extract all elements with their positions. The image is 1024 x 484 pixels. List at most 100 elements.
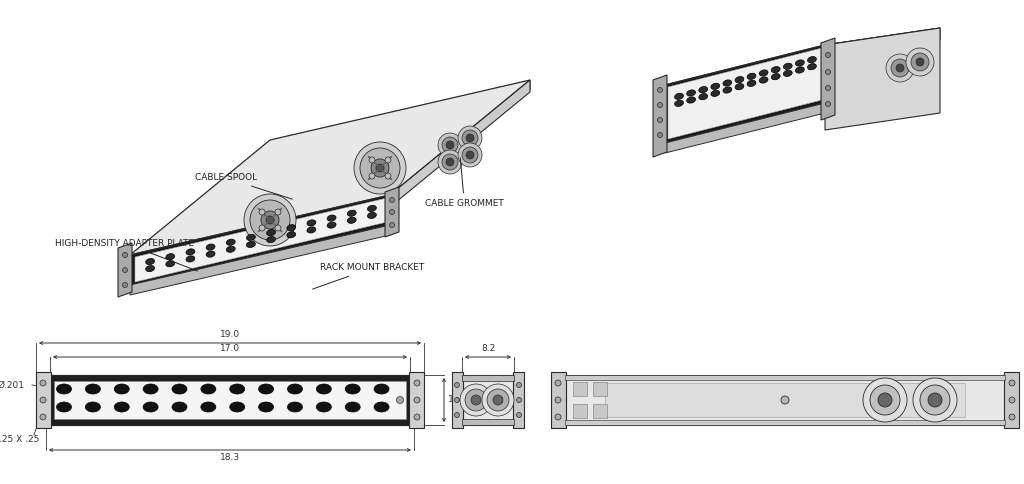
Circle shape [385, 157, 391, 163]
Text: HIGH-DENSITY ADAPTER PLATE: HIGH-DENSITY ADAPTER PLATE [55, 239, 198, 271]
Ellipse shape [166, 261, 175, 267]
Bar [565, 375, 1005, 425]
Circle shape [446, 141, 454, 149]
Ellipse shape [345, 384, 360, 394]
Circle shape [414, 397, 420, 403]
Circle shape [516, 382, 521, 388]
Circle shape [123, 253, 128, 257]
Ellipse shape [115, 384, 129, 394]
Circle shape [455, 397, 460, 403]
Bar [551, 372, 566, 428]
Text: 8.2: 8.2 [481, 344, 496, 353]
Ellipse shape [759, 70, 768, 76]
Circle shape [275, 209, 281, 215]
Ellipse shape [771, 74, 780, 80]
Circle shape [275, 225, 281, 231]
Ellipse shape [748, 73, 756, 79]
Ellipse shape [145, 258, 155, 265]
Circle shape [920, 385, 950, 415]
Polygon shape [668, 48, 822, 139]
Polygon shape [821, 38, 835, 120]
Circle shape [781, 396, 790, 404]
Ellipse shape [229, 402, 245, 412]
Circle shape [896, 64, 904, 72]
Circle shape [891, 59, 909, 77]
Ellipse shape [723, 87, 732, 93]
Ellipse shape [166, 254, 175, 260]
Text: 17.0: 17.0 [220, 344, 240, 353]
Circle shape [657, 103, 663, 107]
Polygon shape [130, 225, 390, 295]
Ellipse shape [698, 87, 708, 93]
Circle shape [825, 86, 830, 91]
Ellipse shape [675, 100, 683, 106]
Ellipse shape [186, 256, 195, 262]
Text: CABLE SPOOL: CABLE SPOOL [195, 173, 293, 199]
Circle shape [455, 382, 460, 388]
Circle shape [555, 380, 561, 386]
Circle shape [462, 130, 478, 146]
Bar [54, 381, 406, 419]
Circle shape [396, 396, 403, 404]
Circle shape [466, 134, 474, 142]
Text: Ø.201: Ø.201 [0, 380, 25, 390]
Circle shape [438, 150, 462, 174]
Ellipse shape [259, 402, 273, 412]
Text: 18.3: 18.3 [220, 453, 240, 462]
Circle shape [259, 225, 265, 231]
Circle shape [657, 118, 663, 122]
Circle shape [916, 58, 924, 66]
Ellipse shape [145, 266, 155, 272]
Bar [565, 375, 1005, 380]
Polygon shape [390, 80, 530, 207]
Circle shape [442, 137, 458, 153]
Ellipse shape [735, 76, 743, 83]
Circle shape [913, 378, 957, 422]
Bar [565, 420, 1005, 425]
Bar [593, 404, 607, 418]
Circle shape [1009, 414, 1015, 420]
Ellipse shape [316, 402, 332, 412]
Circle shape [1009, 380, 1015, 386]
Ellipse shape [115, 402, 129, 412]
Ellipse shape [783, 63, 793, 70]
Circle shape [438, 133, 462, 157]
Polygon shape [130, 80, 530, 255]
Circle shape [911, 53, 929, 71]
Polygon shape [665, 28, 940, 85]
Ellipse shape [808, 57, 816, 63]
Circle shape [516, 412, 521, 418]
Ellipse shape [85, 402, 100, 412]
Ellipse shape [675, 93, 683, 99]
Circle shape [878, 393, 892, 407]
Text: 1.74: 1.74 [449, 395, 468, 405]
Circle shape [516, 397, 521, 403]
Ellipse shape [748, 80, 756, 87]
Polygon shape [665, 45, 825, 143]
Circle shape [886, 54, 914, 82]
Circle shape [460, 384, 492, 416]
Circle shape [385, 173, 391, 179]
Ellipse shape [796, 67, 804, 73]
Ellipse shape [307, 220, 315, 226]
Circle shape [1009, 397, 1015, 403]
Circle shape [123, 268, 128, 272]
Bar [409, 372, 424, 428]
Ellipse shape [327, 215, 336, 221]
Bar [593, 382, 607, 396]
Circle shape [360, 148, 400, 188]
Circle shape [462, 147, 478, 163]
Ellipse shape [368, 212, 377, 218]
Ellipse shape [266, 237, 275, 242]
Ellipse shape [186, 249, 195, 255]
Bar [605, 383, 965, 417]
Text: RACK MOUNT BRACKET: RACK MOUNT BRACKET [312, 263, 424, 289]
Ellipse shape [783, 70, 793, 76]
Ellipse shape [56, 384, 72, 394]
Circle shape [414, 414, 420, 420]
Polygon shape [140, 90, 520, 260]
Ellipse shape [201, 384, 216, 394]
Bar [573, 404, 587, 418]
Circle shape [493, 395, 503, 405]
Ellipse shape [368, 205, 377, 212]
